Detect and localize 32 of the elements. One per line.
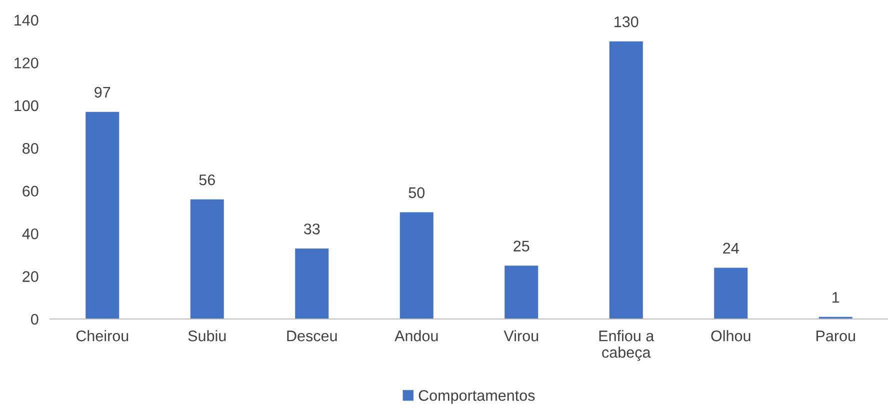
x-tick-label: Virou [504, 330, 538, 342]
y-tick-label: 60 [22, 186, 38, 197]
data-label: 1 [832, 292, 840, 303]
bar [714, 268, 748, 319]
data-label: 56 [199, 174, 215, 186]
y-tick-label: 140 [14, 14, 38, 26]
bar [504, 266, 538, 319]
x-tick-label: Subiu [188, 330, 226, 342]
x-tick-label: Enfiou a cabeça [599, 330, 654, 361]
y-tick-label: 0 [30, 314, 38, 325]
data-label: 50 [408, 187, 425, 198]
x-tick-label: Desceu [287, 330, 337, 342]
bar [295, 248, 329, 319]
x-tick-label: Olhou [711, 330, 750, 342]
x-tick-label: Parou [816, 330, 855, 342]
data-label: 33 [304, 224, 320, 234]
data-label: 25 [514, 240, 530, 252]
bar [190, 199, 224, 319]
x-tick-label: Cheirou [76, 330, 128, 342]
bar [609, 41, 643, 319]
data-label: 130 [614, 16, 638, 28]
bar [400, 212, 434, 319]
x-tick-label: Andou [394, 330, 438, 342]
y-tick-label: 120 [14, 58, 38, 68]
y-tick-label: 20 [22, 271, 38, 282]
y-tick-label: 80 [22, 143, 38, 154]
y-tick-label: 100 [14, 100, 38, 112]
data-label: 97 [94, 86, 110, 98]
y-tick-label: 40 [22, 228, 38, 240]
legend-label: Comportamentos [418, 390, 535, 404]
bar [86, 112, 120, 319]
data-label: 24 [723, 242, 739, 254]
